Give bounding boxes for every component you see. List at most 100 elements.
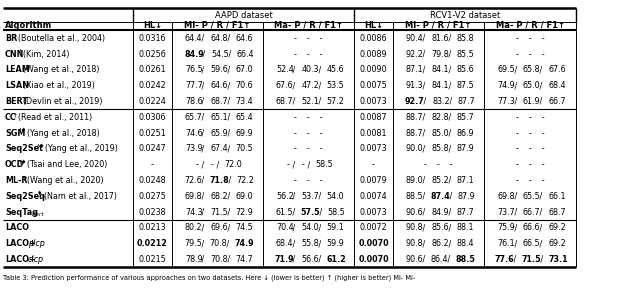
- Text: †: †: [23, 175, 26, 181]
- Text: (Yang et al., 2019): (Yang et al., 2019): [45, 144, 118, 153]
- Text: /: /: [200, 129, 207, 138]
- Text: Table 3: Prediction performance of various approaches on two datasets. Here ↓ (l: Table 3: Prediction performance of vario…: [3, 274, 415, 281]
- Text: 88.4: 88.4: [456, 239, 474, 248]
- Text: 71.9: 71.9: [274, 255, 294, 264]
- Text: 65.4: 65.4: [236, 113, 253, 122]
- Text: †♦: †♦: [19, 128, 27, 133]
- Text: 64.8: 64.8: [211, 34, 228, 43]
- Text: 68.7: 68.7: [276, 97, 294, 106]
- Text: /: /: [316, 97, 323, 106]
- Text: 0.0073: 0.0073: [360, 97, 387, 106]
- Text: 73.7: 73.7: [497, 208, 515, 216]
- Text: 81.6: 81.6: [431, 34, 449, 43]
- Text: 87.4: 87.4: [430, 192, 450, 201]
- Text: 65.0: 65.0: [523, 81, 540, 90]
- Text: 0.0215: 0.0215: [139, 255, 166, 264]
- Text: 0.0213: 0.0213: [139, 223, 166, 232]
- Text: -: -: [211, 160, 213, 169]
- Text: /: /: [317, 208, 324, 216]
- Text: -    -    -: - - -: [294, 113, 323, 122]
- Text: -    -    -: - - -: [294, 144, 323, 153]
- Text: /: /: [420, 65, 428, 74]
- Text: 72.0: 72.0: [225, 160, 243, 169]
- Text: -: -: [372, 160, 375, 169]
- Text: /: /: [420, 129, 428, 138]
- Text: 45.6: 45.6: [326, 65, 344, 74]
- Text: (Devlin et al., 2019): (Devlin et al., 2019): [23, 97, 102, 106]
- Text: 69.9: 69.9: [236, 129, 253, 138]
- Text: †: †: [14, 33, 17, 38]
- Text: 84.9: 84.9: [184, 49, 204, 59]
- Text: LEAM: LEAM: [5, 65, 29, 74]
- Text: 0.0087: 0.0087: [360, 113, 387, 122]
- Text: 0.0238: 0.0238: [139, 208, 166, 216]
- Text: 71.5: 71.5: [522, 255, 541, 264]
- Text: /: /: [445, 255, 452, 264]
- Text: 53.7: 53.7: [301, 192, 319, 201]
- Text: 69.5: 69.5: [497, 65, 515, 74]
- Text: 87.7: 87.7: [456, 208, 474, 216]
- Text: 0.0306: 0.0306: [139, 113, 166, 122]
- Text: 66.6: 66.6: [523, 223, 540, 232]
- Text: /: /: [511, 255, 519, 264]
- Text: 67.0: 67.0: [236, 65, 253, 74]
- Text: 54.5: 54.5: [211, 49, 229, 59]
- Text: 59.1: 59.1: [326, 223, 344, 232]
- Text: /: /: [537, 192, 545, 201]
- Text: /: /: [420, 113, 428, 122]
- Text: /: /: [316, 192, 323, 201]
- Text: 88.1: 88.1: [456, 223, 474, 232]
- Text: /: /: [421, 97, 429, 106]
- Text: 54.0: 54.0: [326, 192, 344, 201]
- Text: /: /: [512, 223, 520, 232]
- Text: (Tsai and Lee, 2020): (Tsai and Lee, 2020): [27, 160, 107, 169]
- Text: 64.4: 64.4: [185, 34, 202, 43]
- Text: 78.9: 78.9: [185, 255, 203, 264]
- Text: /: /: [305, 160, 312, 169]
- Text: /: /: [291, 255, 298, 264]
- Text: /: /: [289, 208, 298, 216]
- Text: 52.4: 52.4: [276, 65, 294, 74]
- Text: 87.9: 87.9: [458, 192, 476, 201]
- Text: /: /: [200, 192, 207, 201]
- Text: 0.0070: 0.0070: [358, 255, 389, 264]
- Text: 73.4: 73.4: [236, 97, 253, 106]
- Text: /: /: [225, 255, 232, 264]
- Text: /: /: [420, 223, 428, 232]
- Text: 73.1: 73.1: [549, 255, 568, 264]
- Text: /: /: [420, 176, 428, 185]
- Text: clcp: clcp: [28, 255, 44, 264]
- Text: (Yang et al., 2018): (Yang et al., 2018): [27, 129, 99, 138]
- Text: 72.9: 72.9: [236, 208, 253, 216]
- Text: /: /: [198, 176, 206, 185]
- Text: 58.5: 58.5: [316, 160, 333, 169]
- Text: 0.0251: 0.0251: [139, 129, 166, 138]
- Text: (Wang et al., 2020): (Wang et al., 2020): [27, 176, 104, 185]
- Text: -    -    -: - - -: [516, 49, 544, 59]
- Text: 74.6: 74.6: [185, 129, 202, 138]
- Text: /: /: [420, 144, 428, 153]
- Text: 0.0224: 0.0224: [139, 97, 166, 106]
- Text: /: /: [512, 81, 520, 90]
- Text: /: /: [225, 113, 232, 122]
- Text: /: /: [420, 49, 428, 59]
- Text: 70.4: 70.4: [276, 223, 294, 232]
- Text: 0.0086: 0.0086: [360, 34, 387, 43]
- Text: 69.2: 69.2: [548, 239, 566, 248]
- Text: /: /: [225, 65, 232, 74]
- Text: 74.3: 74.3: [185, 208, 202, 216]
- Text: 65.8: 65.8: [523, 65, 540, 74]
- Text: 90.8: 90.8: [406, 223, 424, 232]
- Text: /: /: [316, 239, 323, 248]
- Text: OCD: OCD: [5, 160, 24, 169]
- Text: /: /: [291, 97, 298, 106]
- Text: †: †: [14, 112, 17, 117]
- Text: /: /: [214, 160, 221, 169]
- Text: /: /: [537, 97, 545, 106]
- Text: /: /: [512, 239, 520, 248]
- Text: 76.5: 76.5: [185, 65, 203, 74]
- Text: /: /: [200, 160, 207, 169]
- Text: 53.5: 53.5: [326, 81, 344, 90]
- Text: /: /: [316, 81, 323, 90]
- Text: /: /: [420, 81, 428, 90]
